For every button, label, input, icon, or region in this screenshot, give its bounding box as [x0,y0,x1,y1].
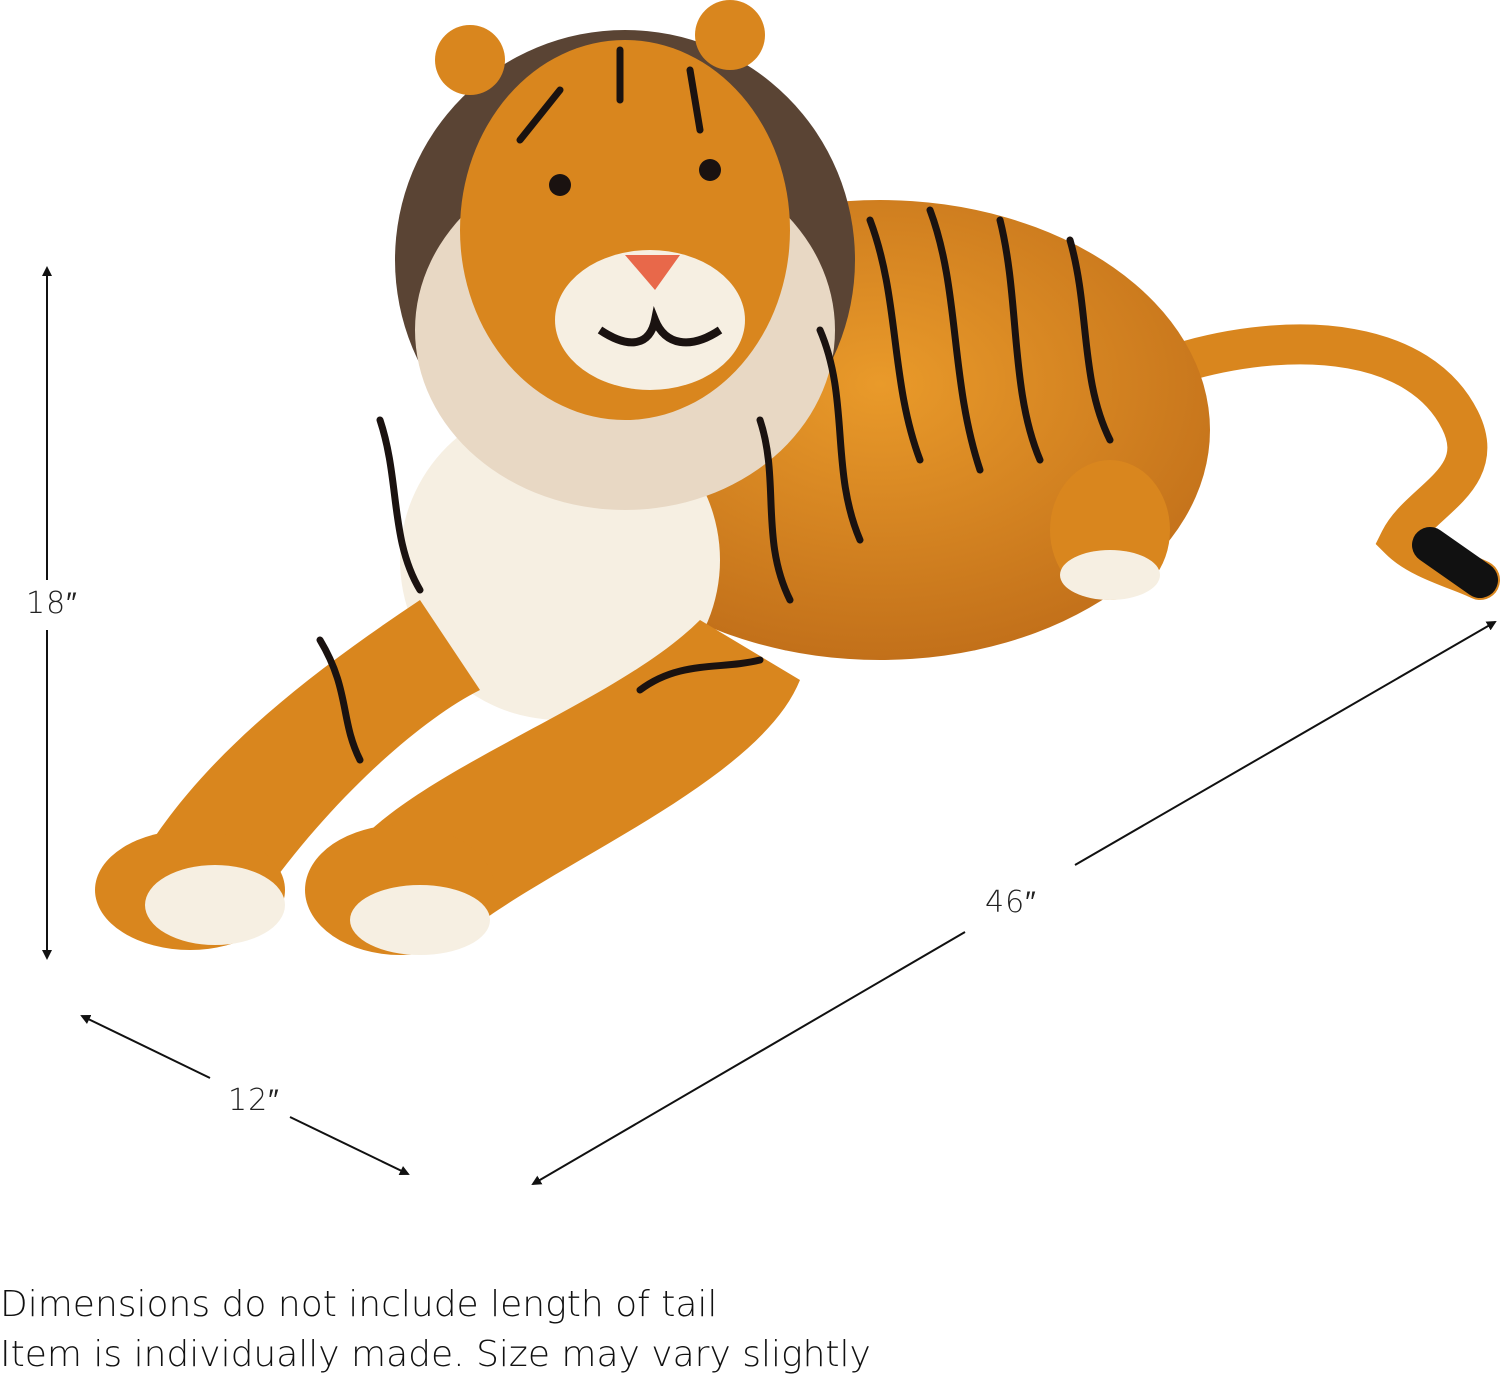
variation-note: Item is individually made. Size may vary… [0,1334,871,1375]
tiger-plush-image [95,0,1500,955]
depth-dimension-arrow [80,1014,410,1176]
tail-note: Dimensions do not include length of tail [0,1284,718,1325]
height-label: 18″ [26,586,78,621]
length-dimension-arrow [531,620,1497,1186]
length-label: 46″ [985,885,1037,920]
depth-label: 12″ [228,1083,280,1118]
